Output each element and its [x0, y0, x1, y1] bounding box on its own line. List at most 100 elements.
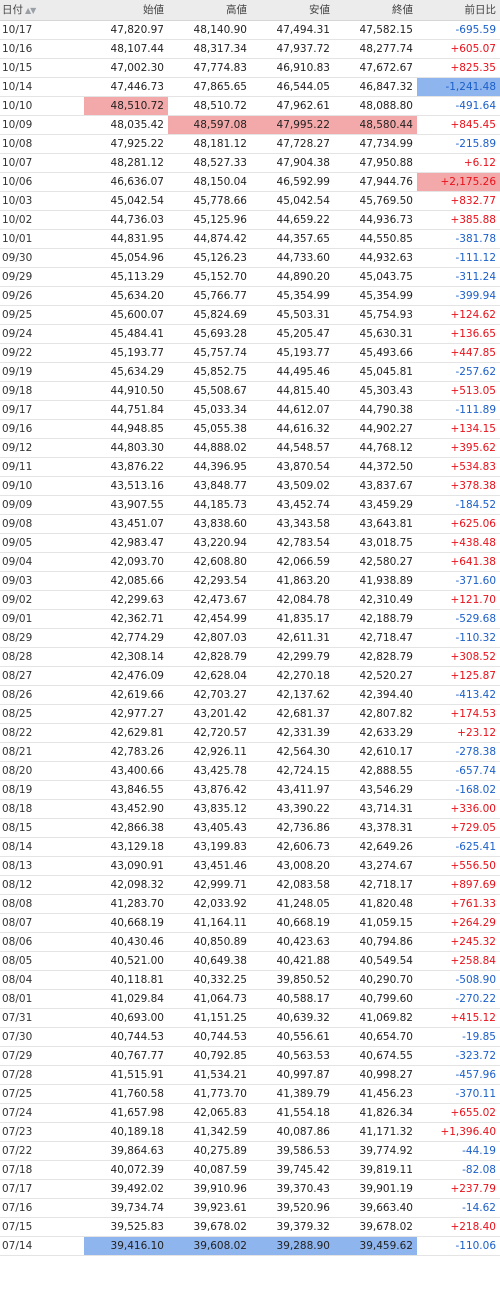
high-cell: 45,055.38: [168, 419, 251, 439]
high-cell: 42,926.11: [168, 742, 251, 762]
high-cell: 48,597.08: [168, 115, 251, 135]
change-cell: +6.12: [417, 153, 500, 173]
low-cell: 47,904.38: [251, 153, 334, 173]
low-cell: 43,509.02: [251, 476, 334, 496]
table-row: 09/08 43,451.07 43,838.60 43,343.58 43,643.8…: [0, 514, 500, 534]
high-cell: 39,910.96: [168, 1179, 251, 1199]
open-cell: 40,744.53: [84, 1027, 168, 1047]
table-row: 09/01 42,362.71 42,454.99 41,835.17 42,188.7…: [0, 609, 500, 629]
high-cell: 42,703.27: [168, 685, 251, 705]
open-cell: 39,525.83: [84, 1217, 168, 1237]
table-row: 08/12 42,098.32 42,999.71 42,083.58 42,718.1…: [0, 875, 500, 895]
table-row: 07/30 40,744.53 40,744.53 40,556.61 40,654.7…: [0, 1027, 500, 1047]
table-row: 08/19 43,846.55 43,876.42 43,411.97 43,546.2…: [0, 780, 500, 800]
table-row: 10/15 47,002.30 47,774.83 46,910.83 47,672.6…: [0, 58, 500, 78]
table-row: 07/22 39,864.63 40,275.89 39,586.53 39,774.9…: [0, 1141, 500, 1161]
open-cell: 40,693.00: [84, 1008, 168, 1028]
change-cell: -370.11: [417, 1084, 500, 1104]
low-cell: 43,452.74: [251, 495, 334, 515]
date-cell: 07/23: [0, 1122, 84, 1142]
date-cell: 09/26: [0, 286, 84, 306]
change-cell: -270.22: [417, 989, 500, 1009]
date-cell: 08/19: [0, 780, 84, 800]
high-cell: 39,678.02: [168, 1217, 251, 1237]
date-cell: 08/20: [0, 761, 84, 781]
close-cell: 43,459.29: [334, 495, 417, 515]
change-cell: +625.06: [417, 514, 500, 534]
low-cell: 45,193.77: [251, 343, 334, 363]
close-cell: 44,936.73: [334, 210, 417, 230]
low-cell: 46,910.83: [251, 58, 334, 78]
close-cell: 40,549.54: [334, 951, 417, 971]
low-cell: 42,083.58: [251, 875, 334, 895]
low-cell: 41,863.20: [251, 571, 334, 591]
date-cell: 10/06: [0, 172, 84, 192]
low-cell: 41,835.17: [251, 609, 334, 629]
date-cell: 09/11: [0, 457, 84, 477]
table-row: 09/19 45,634.29 45,852.75 44,495.46 45,045.8…: [0, 362, 500, 382]
close-cell: 44,790.38: [334, 400, 417, 420]
date-cell: 08/12: [0, 875, 84, 895]
low-cell: 43,343.58: [251, 514, 334, 534]
close-cell: 48,277.74: [334, 39, 417, 59]
table-row: 07/29 40,767.77 40,792.85 40,563.53 40,674.5…: [0, 1046, 500, 1066]
close-cell: 43,643.81: [334, 514, 417, 534]
open-cell: 41,283.70: [84, 894, 168, 914]
high-cell: 41,064.73: [168, 989, 251, 1009]
close-cell: 45,303.43: [334, 381, 417, 401]
open-cell: 44,803.30: [84, 438, 168, 458]
close-cell: 44,372.50: [334, 457, 417, 477]
low-cell: 44,733.60: [251, 248, 334, 268]
close-cell: 40,654.70: [334, 1027, 417, 1047]
high-cell: 40,087.59: [168, 1160, 251, 1180]
low-cell: 44,890.20: [251, 267, 334, 287]
low-cell: 43,870.54: [251, 457, 334, 477]
change-cell: +605.07: [417, 39, 500, 59]
low-cell: 42,606.73: [251, 837, 334, 857]
low-cell: 39,520.96: [251, 1198, 334, 1218]
change-cell: -14.62: [417, 1198, 500, 1218]
table-row: 09/10 43,513.16 43,848.77 43,509.02 43,837.6…: [0, 476, 500, 496]
date-cell: 08/07: [0, 913, 84, 933]
table-row: 09/12 44,803.30 44,888.02 44,548.57 44,768.1…: [0, 438, 500, 458]
change-cell: +897.69: [417, 875, 500, 895]
date-cell: 07/22: [0, 1141, 84, 1161]
table-row: 09/26 45,634.20 45,766.77 45,354.99 45,354.9…: [0, 286, 500, 306]
high-cell: 42,999.71: [168, 875, 251, 895]
date-cell: 07/30: [0, 1027, 84, 1047]
close-cell: 44,932.63: [334, 248, 417, 268]
close-cell: 47,944.76: [334, 172, 417, 192]
open-cell: 48,107.44: [84, 39, 168, 59]
change-cell: -625.41: [417, 837, 500, 857]
close-cell: 40,998.27: [334, 1065, 417, 1085]
change-cell: +534.83: [417, 457, 500, 477]
close-cell: 47,734.99: [334, 134, 417, 154]
header-high: 高値: [168, 0, 251, 21]
table-row: 08/29 42,774.29 42,807.03 42,611.31 42,718.4…: [0, 628, 500, 648]
open-cell: 48,510.72: [84, 96, 168, 116]
low-cell: 47,494.31: [251, 20, 334, 40]
low-cell: 46,592.99: [251, 172, 334, 192]
low-cell: 40,421.88: [251, 951, 334, 971]
open-cell: 44,736.03: [84, 210, 168, 230]
high-cell: 43,425.78: [168, 761, 251, 781]
header-date[interactable]: 日付 ▲▼: [0, 0, 84, 21]
low-cell: 43,008.20: [251, 856, 334, 876]
high-cell: 45,508.67: [168, 381, 251, 401]
close-cell: 39,459.62: [334, 1236, 417, 1256]
close-cell: 41,820.48: [334, 894, 417, 914]
open-cell: 42,299.63: [84, 590, 168, 610]
high-cell: 42,807.03: [168, 628, 251, 648]
date-cell: 08/29: [0, 628, 84, 648]
table-row: 08/27 42,476.09 42,628.04 42,270.18 42,520.2…: [0, 666, 500, 686]
sort-up-down-icon[interactable]: ▲▼: [25, 6, 36, 16]
high-cell: 44,396.95: [168, 457, 251, 477]
close-cell: 40,794.86: [334, 932, 417, 952]
low-cell: 43,411.97: [251, 780, 334, 800]
date-cell: 08/06: [0, 932, 84, 952]
low-cell: 42,270.18: [251, 666, 334, 686]
table-row: 07/15 39,525.83 39,678.02 39,379.32 39,678.0…: [0, 1217, 500, 1237]
header-change: 前日比: [417, 0, 500, 21]
low-cell: 47,995.22: [251, 115, 334, 135]
change-cell: -1,241.48: [417, 77, 500, 97]
